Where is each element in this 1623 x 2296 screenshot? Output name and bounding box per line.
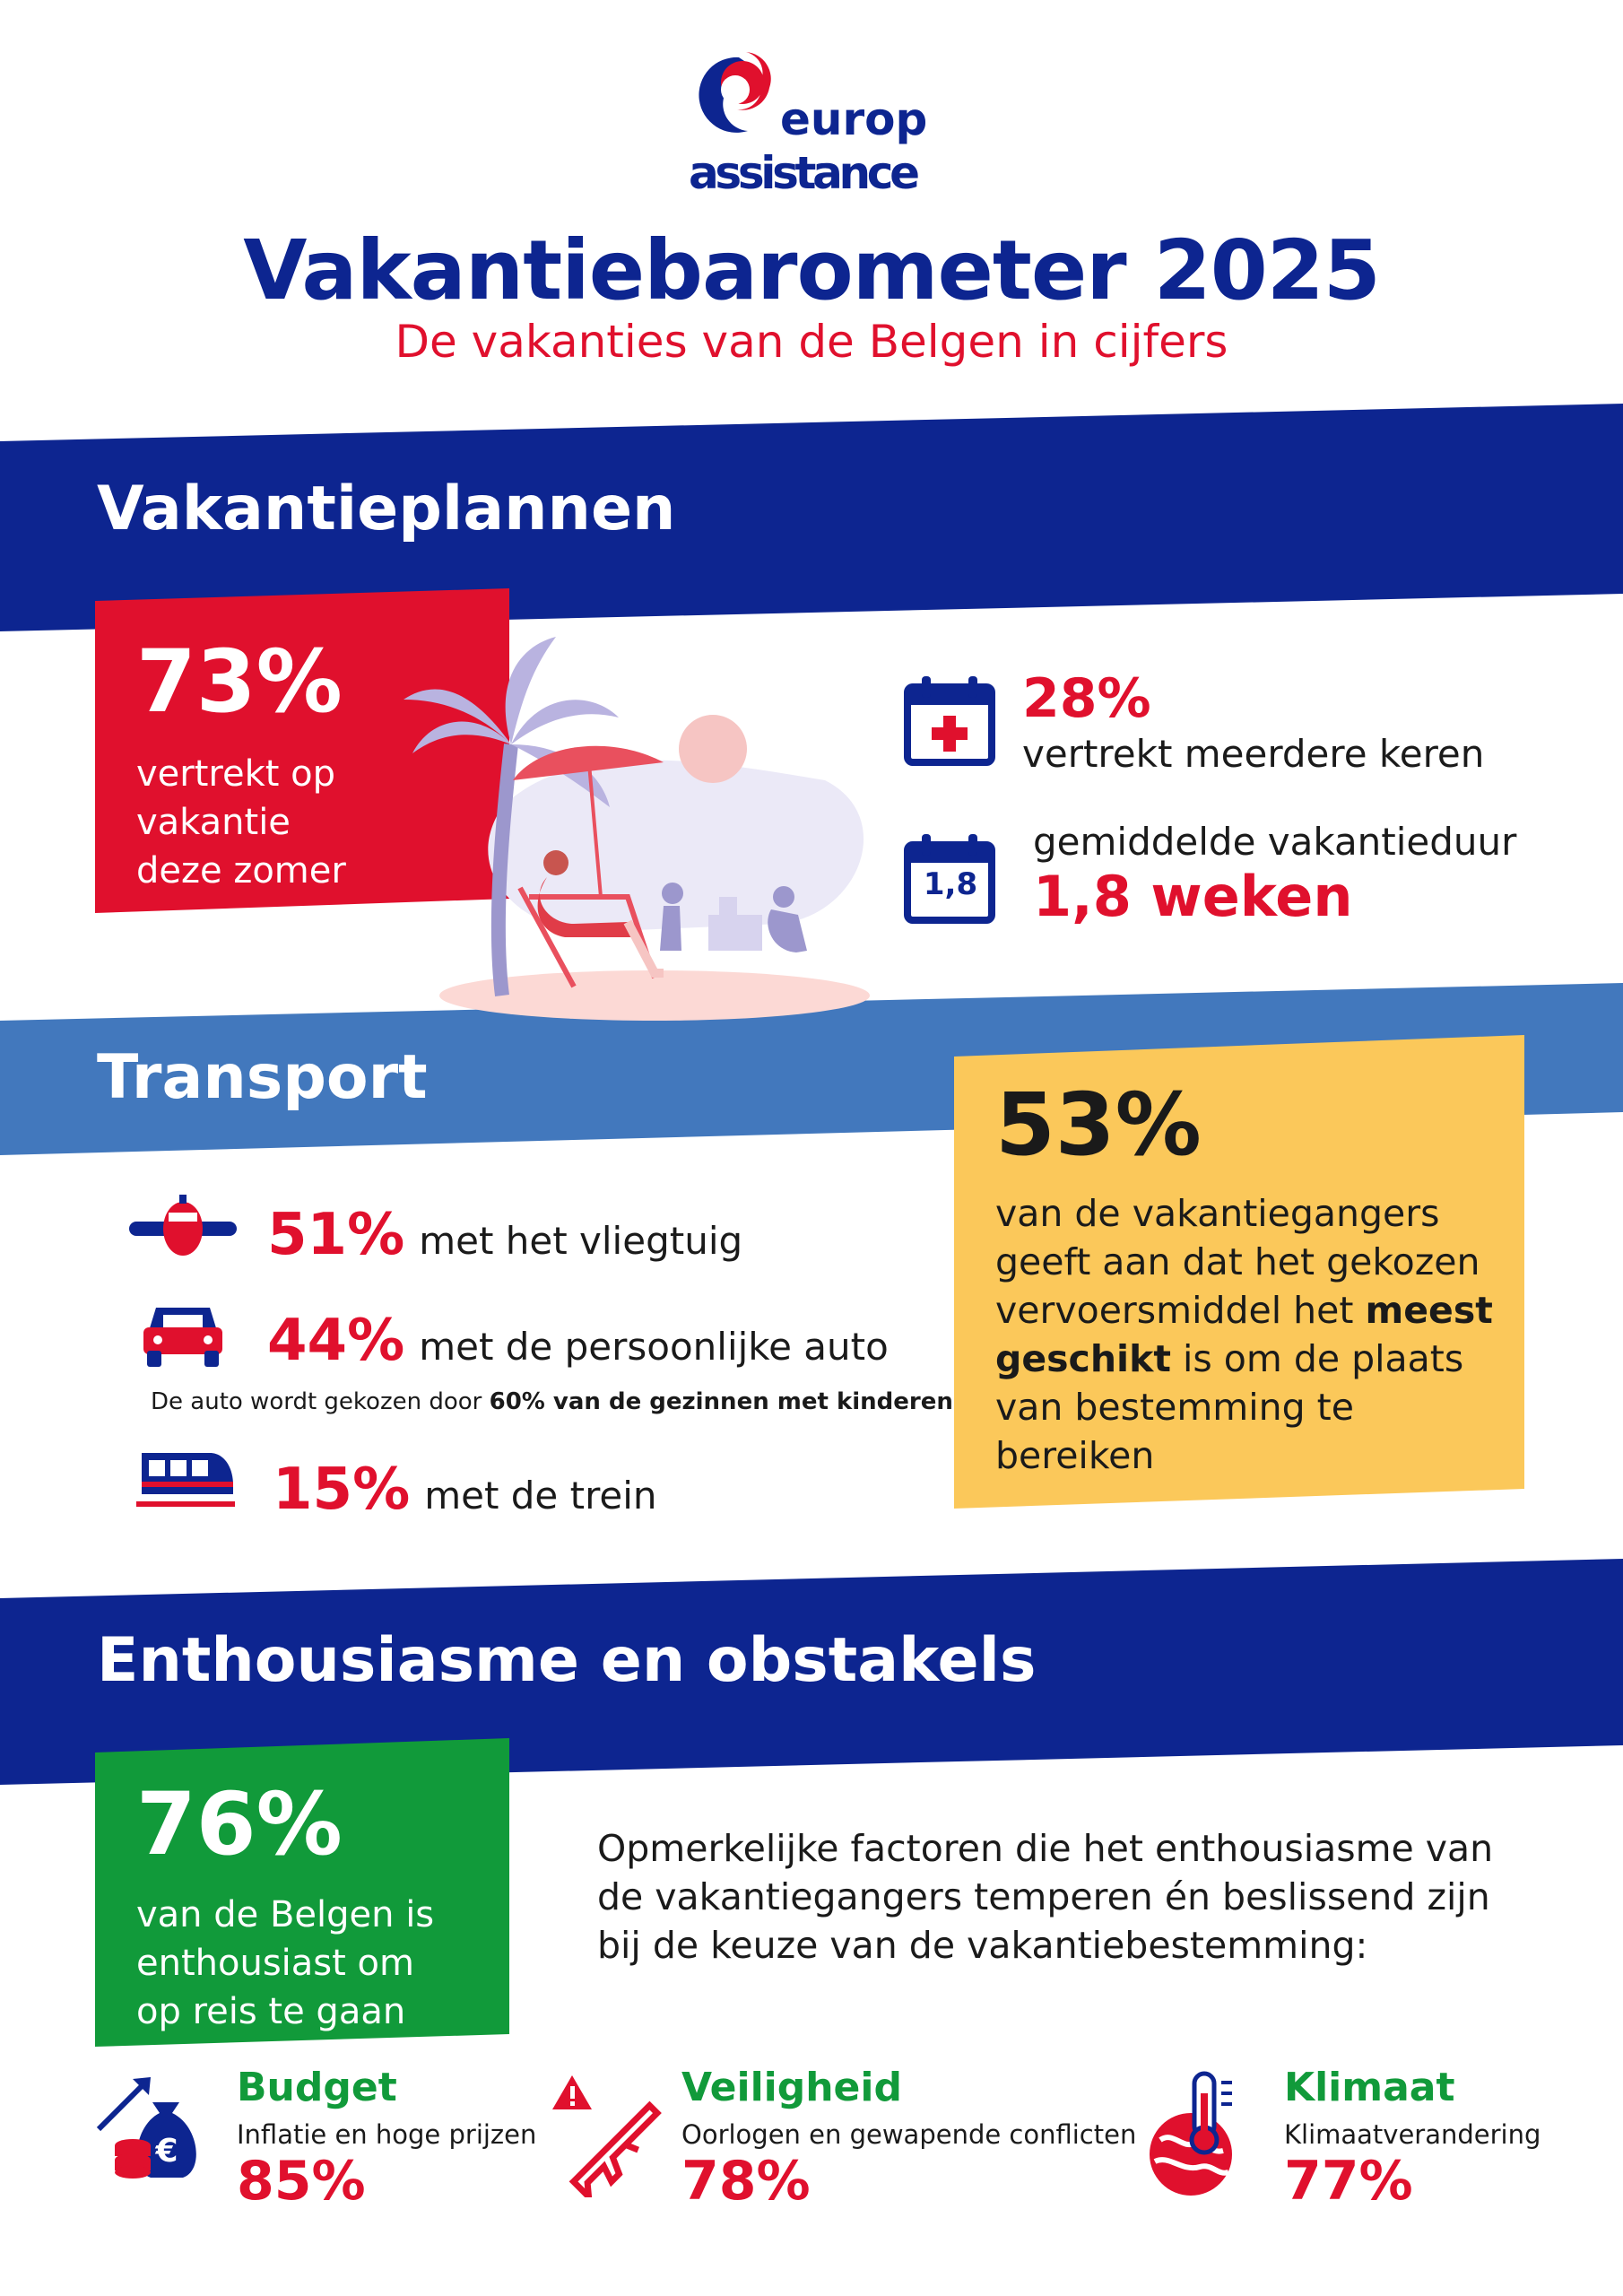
stat-73-line3: deze zomer	[136, 850, 346, 891]
factor-budget: Budget Inflatie en hoge prijzen 85%	[237, 2065, 536, 2213]
stat-28-value: 28%	[1022, 667, 1151, 730]
callout-line5: van bestemming te	[995, 1386, 1354, 1429]
stat-73: 73% vertrekt op vakantie deze zomer	[136, 639, 495, 895]
klimaat-value: 77%	[1284, 2150, 1413, 2213]
green-stat-box-bg	[95, 1738, 509, 2047]
veiligheid-value: 78%	[681, 2150, 811, 2213]
section-title-transport: Transport	[97, 1042, 428, 1113]
car-label: met de persoonlijke auto	[419, 1325, 889, 1369]
intro-line2: de vakantiegangers temperen én beslissen…	[597, 1875, 1490, 1918]
budget-desc: Inflatie en hoge prijzen	[237, 2119, 537, 2150]
car-note-bold: 60% van de gezinnen met kinderen	[489, 1388, 953, 1415]
stat-73-line2: vakantie	[136, 802, 291, 843]
callout-line6: bereiken	[995, 1434, 1155, 1477]
car-note-text: De auto wordt gekozen door	[151, 1388, 490, 1415]
callout-value: 53%	[995, 1074, 1202, 1175]
band-enthusiasme	[0, 1559, 1623, 1785]
train-value: 15%	[273, 1457, 411, 1523]
section-title-enthusiasm: Enthousiasme en obstakels	[97, 1625, 1037, 1696]
callout-line1: van de vakantiegangers	[995, 1192, 1440, 1235]
plane-value: 51%	[267, 1202, 405, 1268]
band-vakantieplannen	[0, 404, 1623, 631]
intro-line3: bij de keuze van de vakantiebestemming:	[597, 1924, 1368, 1967]
train-icon	[136, 1453, 235, 1507]
duration-value: 1,8 weken	[1033, 864, 1353, 929]
calendar-duration-icon	[904, 834, 995, 924]
svg-text:europ: europ	[780, 93, 925, 145]
stat-duration: gemiddelde vakantieduur 1,8 weken	[1033, 820, 1516, 929]
budget-value: 85%	[237, 2150, 366, 2213]
airplane-icon	[129, 1195, 237, 1256]
europ-assistance-logo: europ assistance	[683, 48, 927, 201]
transport-train: 15% met de trein	[273, 1457, 657, 1523]
veiligheid-title: Veiligheid	[681, 2065, 902, 2110]
klimaat-desc: Klimaatverandering	[1284, 2119, 1541, 2150]
transport-callout: 53% van de vakantiegangers geeft aan dat…	[995, 1082, 1506, 1480]
enthusiasm-intro: Opmerkelijke factoren die het enthousias…	[597, 1824, 1493, 1970]
calendar-plus-icon	[904, 676, 995, 766]
klimaat-title: Klimaat	[1284, 2065, 1455, 2110]
svg-text:assistance: assistance	[689, 147, 920, 199]
duration-label: gemiddelde vakantieduur	[1033, 820, 1517, 864]
stat-76-line1: van de Belgen is	[136, 1894, 435, 1935]
car-icon	[143, 1308, 222, 1367]
factor-veiligheid: Veiligheid Oorlogen en gewapende conflic…	[681, 2065, 1136, 2213]
car-value: 44%	[267, 1308, 405, 1374]
callout-line2: geeft aan dat het gekozen	[995, 1240, 1480, 1283]
beach-illustration	[404, 637, 870, 1021]
calendar-duration-icon-text: 1,8	[923, 866, 978, 902]
section-title-plans: Vakantieplannen	[97, 474, 676, 544]
red-stat-box-bg	[95, 588, 509, 913]
callout-line3-bold: meest	[1365, 1289, 1493, 1332]
plane-label: met het vliegtuig	[419, 1219, 743, 1263]
page-subtitle: De vakanties van de Belgen in cijfers	[395, 316, 1228, 368]
stat-28-text: vertrekt meerdere keren	[1022, 732, 1485, 776]
factor-klimaat: Klimaat Klimaatverandering 77%	[1284, 2065, 1541, 2213]
transport-car: 44% met de persoonlijke auto	[267, 1308, 889, 1374]
svg-text:€: €	[154, 2133, 178, 2170]
thermometer-globe-icon	[1150, 2071, 1232, 2196]
transport-plane: 51% met het vliegtuig	[267, 1202, 742, 1268]
callout-line4: is om de plaats	[1170, 1337, 1464, 1380]
yellow-callout-bg	[954, 1035, 1524, 1509]
stat-76-line3: op reis te gaan	[136, 1991, 406, 2032]
warning-rifle-icon	[552, 2075, 662, 2197]
stat-73-value: 73%	[136, 631, 343, 732]
page-title: Vakantiebarometer 2025	[243, 222, 1381, 318]
callout-line3: vervoersmiddel het	[995, 1289, 1366, 1332]
veiligheid-desc: Oorlogen en gewapende conflicten	[681, 2119, 1137, 2150]
stat-multiple-trips: 28% vertrekt meerdere keren	[1022, 667, 1484, 776]
callout-line4-bold: geschikt	[995, 1337, 1171, 1380]
stat-76: 76% van de Belgen is enthousiast om op r…	[136, 1781, 495, 2036]
stat-76-line2: enthousiast om	[136, 1943, 414, 1984]
car-note: De auto wordt gekozen door 60% van de ge…	[151, 1388, 953, 1415]
stat-73-line1: vertrekt op	[136, 753, 336, 795]
train-label: met de trein	[424, 1474, 657, 1518]
stat-76-value: 76%	[136, 1774, 343, 1874]
money-bag-icon: €	[96, 2077, 196, 2179]
intro-line1: Opmerkelijke factoren die het enthousias…	[597, 1827, 1494, 1870]
budget-title: Budget	[237, 2065, 397, 2110]
